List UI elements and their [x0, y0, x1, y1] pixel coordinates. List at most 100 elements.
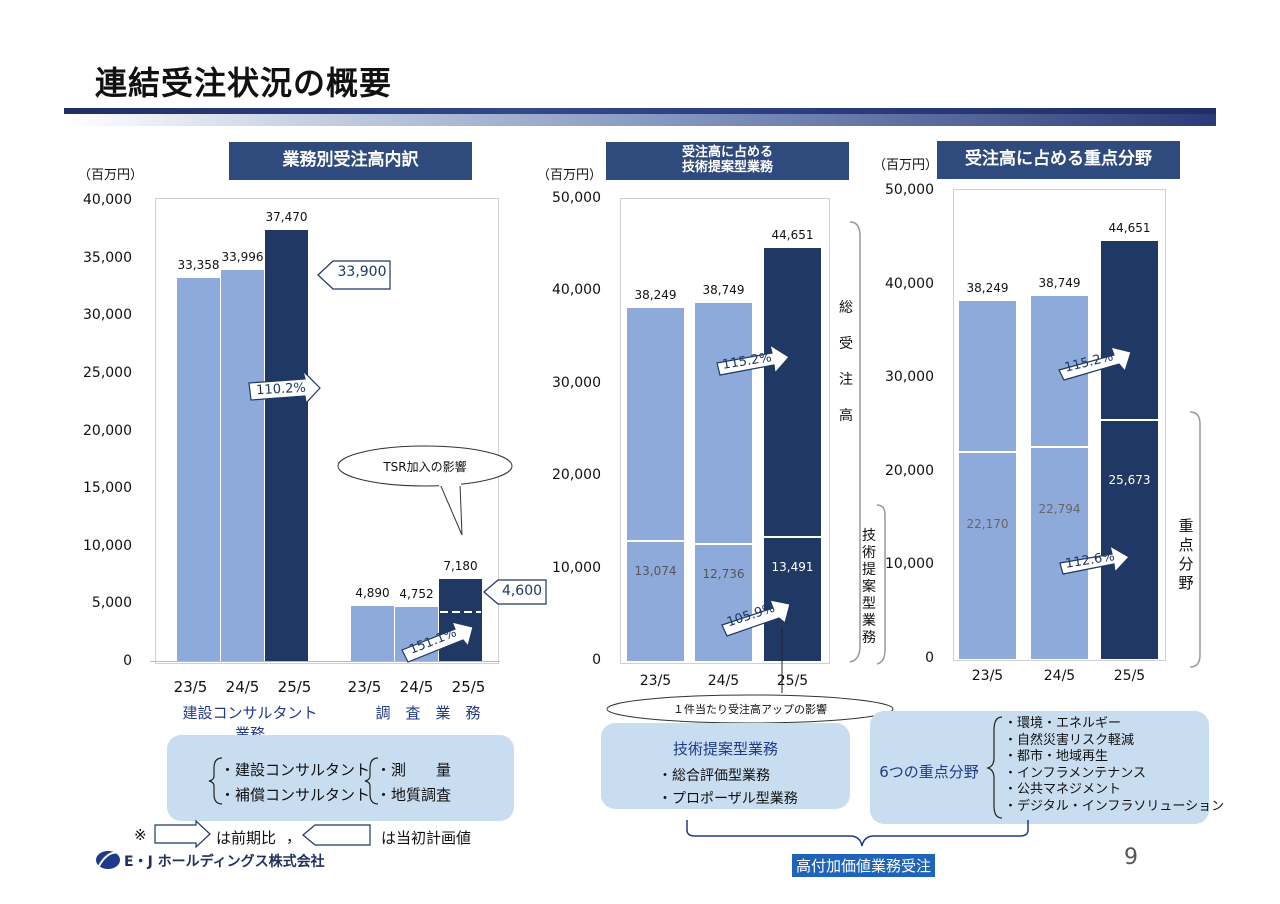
chart1-y-tick: 25,000 [83, 364, 132, 381]
chart2-category-label: 25/5 [776, 673, 809, 689]
page-number: 9 [1124, 845, 1138, 870]
chart2-subset-label: 12,736 [702, 567, 745, 582]
chart3-legend-item: ・公共マネジメント [1004, 782, 1122, 797]
chart3-bar-subset [1101, 418, 1158, 659]
chart1-legend-item: ・建設コンサルタント [220, 761, 371, 779]
footnote-arrow-meaning: は前期比 [216, 829, 277, 847]
chart1-y-tick: 20,000 [83, 422, 132, 439]
chart2-header-line: 技術提案型業務 [681, 160, 773, 175]
chart2-bar-total [695, 302, 752, 544]
chart3-total-label: 44,651 [1108, 221, 1151, 236]
chart1-y-tick: 30,000 [83, 307, 132, 324]
footnote-mark: ※ [134, 826, 147, 844]
chart2-note: １件当たり受注高アップの影響 [673, 703, 827, 716]
chart3-legend-box [870, 711, 1209, 824]
chart2-category-label: 24/5 [707, 673, 740, 689]
footnote-separator: ， [286, 828, 302, 846]
page-title: 連結受注状況の概要 [95, 64, 393, 102]
chart2-header: 受注高に占める 技術提案型業務 [606, 142, 849, 180]
chart2-legend-item: ・プロポーザル型業務 [658, 791, 798, 807]
chart2-total-label: 38,749 [702, 282, 745, 297]
chart3-bar-total [1101, 241, 1158, 419]
chart1-category-label: 24/5 [399, 678, 434, 696]
chart1-value-label: 7,180 [443, 559, 478, 574]
chart3-legend-item: ・環境・エネルギー [1004, 716, 1122, 731]
chart3-bar-total [959, 300, 1016, 452]
chart1-value-label: 4,752 [399, 587, 434, 602]
chart2-bar-subset [695, 543, 752, 661]
chart2-total-label: 44,651 [771, 228, 814, 243]
chart1-bar [351, 605, 394, 662]
title-underline-accent [64, 108, 1216, 114]
chart1-tsr-note: TSR加入の影響 [383, 460, 467, 474]
chart2-y-tick: 40,000 [552, 282, 601, 299]
chart1-category-label: 24/5 [225, 678, 260, 696]
chart2-legend-item: ・総合評価型業務 [658, 768, 770, 784]
chart1-bar [265, 230, 308, 662]
chart1-value-label: 37,470 [265, 210, 308, 225]
chart1-plan-consulting: 33,900 [337, 264, 387, 280]
chart1-y-tick: 40,000 [83, 192, 132, 208]
chart3-legend-item: ・インフラメンテナンス [1004, 765, 1146, 781]
chart3-total-label: 38,749 [1038, 276, 1081, 291]
chart2-bar-subset [764, 536, 821, 661]
chart2-subset-label: 13,491 [771, 560, 814, 575]
chart3-legend-item: ・デジタル・インフラソリューション [1004, 798, 1225, 814]
chart3-subset-label: 22,170 [966, 517, 1009, 532]
chart3-bar-subset [959, 451, 1016, 659]
chart2-y-tick: 10,000 [552, 559, 601, 576]
chart1-value-label: 33,358 [177, 257, 220, 272]
chart1-unit: （百万円） [78, 168, 144, 183]
bottom-label: 高付加価値業務受注 [792, 854, 936, 877]
chart1-bar [439, 579, 482, 662]
chart2-total-label: 総受注高 [839, 300, 853, 424]
chart3-total-label: 38,249 [966, 280, 1009, 295]
chart2-tech-label: 技術提案型業務 [862, 528, 876, 646]
chart3-legend-title: 6つの重点分野 [879, 763, 979, 781]
chart1-legend-item: ・測 量 [376, 761, 452, 779]
chart3-y-tick: 50,000 [885, 182, 934, 198]
chart1-bar [177, 277, 220, 662]
chart1-legend-box [167, 735, 514, 821]
chart1-y-tick: 35,000 [83, 249, 132, 266]
chart3-bar-subset [1031, 445, 1088, 659]
chart3-focus-label: 重点分野 [1178, 517, 1194, 592]
chart3-y-tick: 0 [925, 650, 934, 666]
chart2-bar-total [764, 248, 821, 537]
chart1-value-label: 33,996 [221, 250, 264, 265]
chart2-y-tick: 30,000 [552, 374, 601, 391]
chart1-category-label: 25/5 [451, 678, 486, 696]
chart2-bar-subset [627, 540, 684, 661]
chart3-category-label: 23/5 [971, 668, 1004, 684]
chart3-legend-item: ・自然災害リスク軽減 [1004, 732, 1135, 748]
chart3-y-tick: 40,000 [885, 275, 934, 292]
chart2-bar-total [627, 307, 684, 541]
company-name: E・J ホールディングス株式会社 [124, 854, 325, 870]
chart1-legend-item: ・地質調査 [376, 786, 452, 804]
chart1-baseline [150, 661, 500, 662]
chart3-category-label: 24/5 [1043, 668, 1076, 684]
chart2-legend-box [601, 723, 850, 809]
chart1-y-tick: 10,000 [83, 537, 132, 554]
chart1-y-tick: 15,000 [83, 480, 132, 497]
chart1-y-tick: 5,000 [91, 595, 132, 612]
chart1-category-label: 23/5 [173, 678, 208, 696]
chart3-legend-item: ・都市・地域再生 [1004, 749, 1109, 764]
chart2-y-tick: 20,000 [552, 467, 601, 484]
chart2-subset-label: 13,074 [634, 564, 677, 579]
chart3-subset-label: 25,673 [1108, 472, 1151, 487]
chart1-legend-item: ・補償コンサルタント [220, 786, 371, 804]
chart1-value-label: 4,890 [355, 585, 390, 600]
chart1-header: 業務別受注高内訳 [229, 142, 472, 180]
chart2-category-label: 23/5 [639, 673, 672, 689]
footnote-callout-meaning: は当初計画値 [381, 829, 472, 847]
chart1-y-tick: 0 [123, 653, 132, 669]
chart3-y-tick: 20,000 [885, 462, 934, 479]
chart3-unit: （百万円） [873, 158, 939, 173]
